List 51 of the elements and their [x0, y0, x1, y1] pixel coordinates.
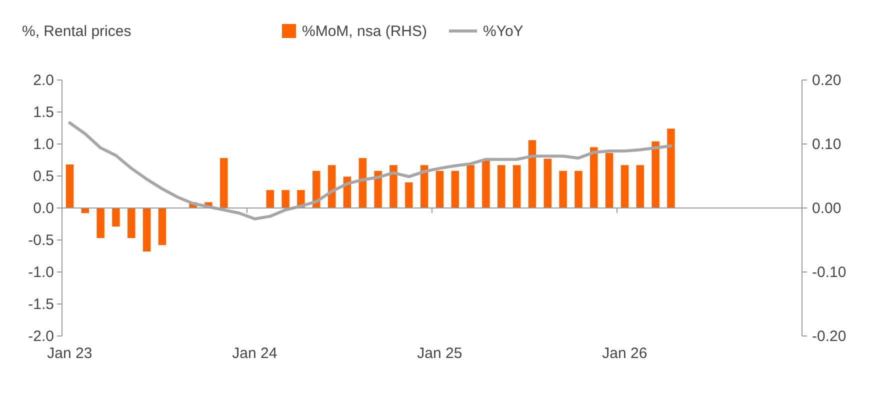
legend-label: %YoY: [483, 23, 524, 40]
x-tick-label: Jan 26: [602, 345, 648, 362]
bar: [559, 170, 567, 208]
bar: [405, 182, 413, 208]
bar: [636, 165, 644, 208]
y-tick-label: 2.0: [33, 72, 54, 89]
y-tick-label: -2.0: [28, 328, 54, 345]
y-tick-label: 0.0: [33, 200, 54, 217]
bar: [220, 158, 228, 208]
bar: [590, 147, 598, 208]
bar: [605, 152, 614, 208]
x-tick-label: Jan 23: [47, 345, 92, 362]
y-tick-label: 1.0: [33, 136, 54, 153]
y2-tick-label: 0.10: [812, 136, 842, 153]
bar: [266, 190, 274, 208]
bar: [667, 128, 675, 208]
bar: [112, 208, 120, 227]
bar: [652, 141, 660, 208]
bar: [66, 164, 74, 208]
bar: [390, 165, 398, 208]
y-tick-label: -1.5: [28, 296, 54, 313]
y2-tick-label: 0.20: [812, 72, 842, 89]
bar: [358, 158, 366, 208]
bar: [436, 170, 444, 208]
y-tick-label: 0.5: [33, 168, 54, 185]
y-tick-label: -0.5: [28, 232, 54, 249]
bar: [374, 170, 382, 208]
bar: [158, 208, 166, 246]
y-axis-title: %, Rental prices: [22, 23, 132, 40]
bar: [128, 208, 136, 238]
y-tick-label: -1.0: [28, 264, 54, 281]
bar: [544, 158, 552, 208]
x-tick-label: Jan 25: [417, 345, 462, 362]
bar: [96, 208, 104, 238]
bar: [451, 170, 459, 208]
bar: [528, 140, 536, 208]
bar: [498, 165, 506, 208]
bar: [142, 208, 151, 252]
bar: [482, 160, 490, 208]
x-tick-label: Jan 24: [232, 345, 278, 362]
legend-label: %MoM, nsa (RHS): [302, 23, 428, 40]
bar: [574, 170, 582, 208]
bar: [512, 165, 521, 208]
y2-tick-label: -0.20: [812, 328, 846, 345]
bar: [620, 165, 629, 208]
bar: [466, 165, 474, 208]
y2-tick-label: 0.00: [812, 200, 842, 217]
y2-tick-label: -0.10: [812, 264, 846, 281]
line-series: [68, 121, 672, 220]
y-tick-label: 1.5: [33, 104, 54, 121]
bar: [282, 190, 290, 208]
